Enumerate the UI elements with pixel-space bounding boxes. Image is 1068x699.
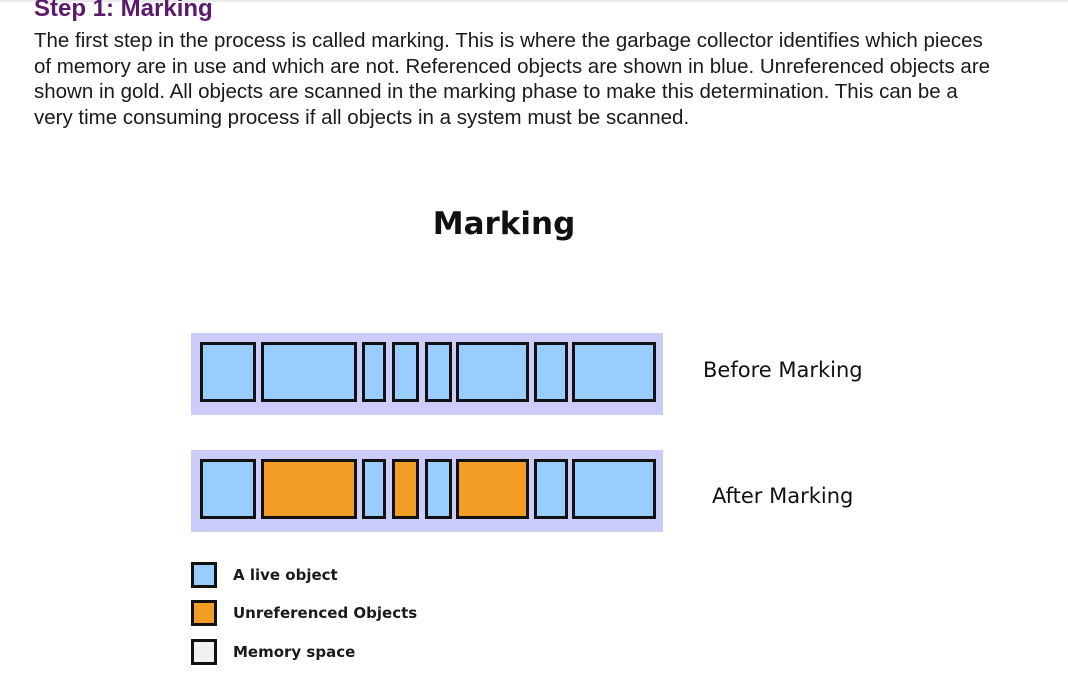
unreferenced-object [456, 459, 529, 519]
label-before-marking: Before Marking [703, 358, 863, 382]
alive-object [572, 459, 656, 519]
alive-object [425, 459, 452, 519]
alive-object [200, 342, 256, 402]
legend-label-memory: Memory space [233, 643, 356, 661]
alive-object [362, 459, 386, 519]
memory-bar-after [191, 450, 663, 532]
legend-label-alive: A live object [233, 566, 338, 584]
legend-label-unreferenced: Unreferenced Objects [233, 604, 418, 622]
top-divider [0, 0, 1068, 2]
alive-object [362, 342, 386, 402]
alive-object [534, 459, 568, 519]
legend-swatch-unreferenced [191, 600, 217, 626]
memory-bar-before [191, 333, 663, 415]
alive-object [534, 342, 568, 402]
legend-swatch-memory [191, 639, 217, 665]
unreferenced-object [261, 459, 357, 519]
diagram-title: Marking [432, 206, 576, 242]
alive-object [261, 342, 357, 402]
section-paragraph: The first step in the process is called … [34, 29, 991, 129]
alive-object [425, 342, 452, 402]
unreferenced-object [392, 459, 419, 519]
alive-object [572, 342, 656, 402]
alive-object [200, 459, 256, 519]
label-after-marking: After Marking [712, 484, 854, 508]
legend-swatch-alive [191, 562, 217, 588]
alive-object [456, 342, 529, 402]
section-heading: Step 1: Marking [34, 0, 213, 22]
alive-object [392, 342, 419, 402]
